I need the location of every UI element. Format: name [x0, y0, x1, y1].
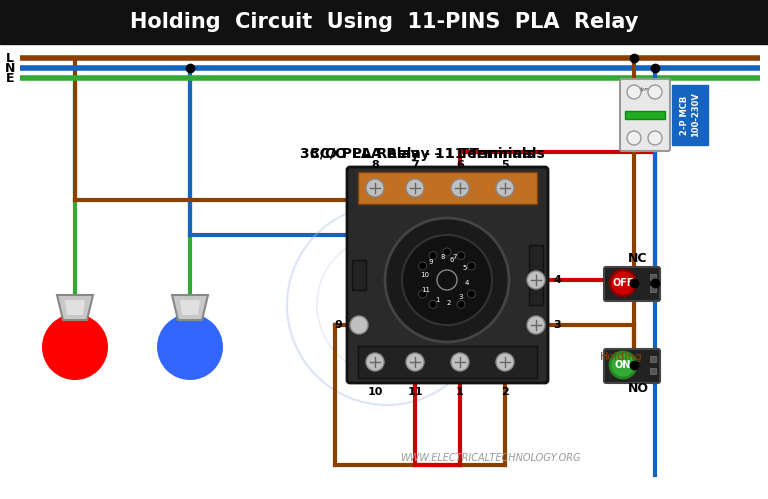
Text: 11: 11	[422, 287, 431, 293]
Circle shape	[429, 251, 437, 259]
Circle shape	[457, 251, 465, 259]
FancyBboxPatch shape	[604, 267, 660, 301]
Text: 5: 5	[463, 265, 467, 271]
Circle shape	[443, 248, 451, 256]
Bar	[650, 356, 656, 362]
Text: 4: 4	[465, 280, 469, 286]
Bar	[650, 274, 656, 280]
Circle shape	[610, 352, 636, 378]
Text: NC: NC	[628, 252, 647, 265]
Circle shape	[451, 353, 469, 371]
Text: 1: 1	[435, 297, 439, 303]
Circle shape	[648, 131, 662, 145]
Circle shape	[406, 179, 424, 197]
Text: 2-P MCB
100-230V: 2-P MCB 100-230V	[680, 92, 700, 137]
Circle shape	[406, 353, 424, 371]
Circle shape	[457, 300, 465, 308]
Ellipse shape	[171, 312, 209, 342]
Text: 2: 2	[502, 387, 509, 397]
Text: 8: 8	[441, 254, 445, 260]
Text: 3: 3	[553, 320, 561, 330]
Bar	[0, 0, 768, 44]
Text: 10: 10	[367, 387, 382, 397]
Bar	[650, 286, 656, 292]
Polygon shape	[57, 295, 93, 320]
Circle shape	[527, 316, 545, 334]
Circle shape	[419, 262, 427, 270]
Circle shape	[350, 316, 368, 334]
Text: OFF: OFF	[612, 278, 634, 288]
Text: WWW.ELECTRICALTECHNOLOGY.ORG: WWW.ELECTRICALTECHNOLOGY.ORG	[400, 453, 581, 463]
Text: 1: 1	[456, 387, 464, 397]
Polygon shape	[172, 295, 208, 320]
Text: 3C/O PLA Relay - 11 Terminals: 3C/O PLA Relay - 11 Terminals	[310, 147, 545, 161]
Text: 4: 4	[553, 275, 561, 285]
Circle shape	[496, 179, 514, 197]
Bar	[529, 245, 543, 305]
Polygon shape	[65, 300, 85, 315]
Text: NO: NO	[627, 383, 648, 396]
FancyBboxPatch shape	[620, 79, 670, 151]
Text: 7: 7	[411, 160, 419, 170]
Bar	[358, 346, 537, 378]
Bar	[625, 111, 665, 119]
Circle shape	[610, 270, 636, 296]
Circle shape	[157, 314, 223, 380]
Text: 6: 6	[450, 257, 454, 263]
Bar	[650, 368, 656, 374]
Bar	[672, 85, 708, 145]
Bar	[352, 260, 366, 290]
Text: 11: 11	[407, 387, 422, 397]
Text: L: L	[6, 51, 14, 64]
Text: Nymi: Nymi	[638, 86, 652, 91]
Circle shape	[429, 300, 437, 308]
Text: 8: 8	[371, 160, 379, 170]
Text: 9: 9	[429, 259, 433, 265]
Text: 5: 5	[502, 160, 509, 170]
Circle shape	[443, 276, 451, 284]
Circle shape	[366, 353, 384, 371]
Circle shape	[496, 353, 514, 371]
Circle shape	[468, 290, 475, 298]
Circle shape	[385, 218, 509, 342]
Text: 6: 6	[456, 160, 464, 170]
Circle shape	[627, 131, 641, 145]
Circle shape	[419, 290, 427, 298]
Circle shape	[451, 179, 469, 197]
Text: 3C/O PLA Relay - 11 Terminals: 3C/O PLA Relay - 11 Terminals	[300, 147, 535, 161]
Text: N: N	[5, 61, 15, 74]
Text: 2: 2	[447, 300, 451, 306]
Circle shape	[366, 179, 384, 197]
Circle shape	[648, 85, 662, 99]
FancyBboxPatch shape	[347, 167, 548, 383]
Bar	[358, 172, 537, 204]
Circle shape	[402, 235, 492, 325]
Text: Holding  Circuit  Using  11-PINS  PLA  Relay: Holding Circuit Using 11-PINS PLA Relay	[130, 12, 638, 32]
Circle shape	[468, 262, 475, 270]
Text: 9: 9	[334, 320, 342, 330]
Text: 10: 10	[421, 272, 429, 278]
Polygon shape	[180, 300, 200, 315]
Text: E: E	[5, 71, 15, 84]
Circle shape	[437, 270, 457, 290]
Circle shape	[443, 281, 451, 289]
Text: 7: 7	[453, 254, 457, 260]
Text: 3: 3	[458, 294, 463, 300]
Ellipse shape	[56, 312, 94, 342]
FancyBboxPatch shape	[604, 349, 660, 383]
Text: ON: ON	[615, 360, 631, 370]
Text: II: II	[380, 320, 393, 340]
Circle shape	[627, 85, 641, 99]
Circle shape	[527, 271, 545, 289]
Circle shape	[42, 314, 108, 380]
Text: Holding: Holding	[600, 352, 643, 362]
